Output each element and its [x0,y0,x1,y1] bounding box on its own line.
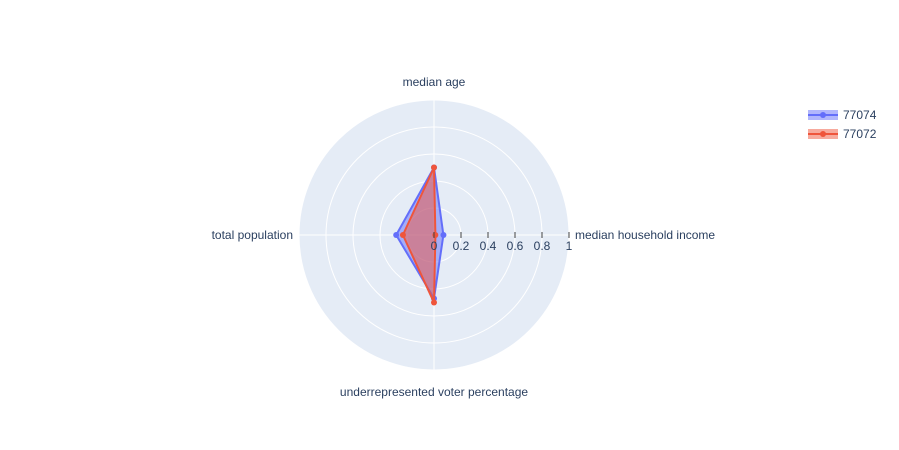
data-point[interactable] [440,232,447,238]
legend-label: 77072 [843,127,877,141]
legend-item-77074[interactable]: 77074 [808,108,877,122]
angular-axis-labels: median age median household income underre… [212,75,716,399]
radial-tick-labels: 0 0.2 0.4 0.6 0.8 1 [431,232,573,253]
radial-tick-label: 0.6 [507,239,524,253]
radial-tick-label: 1 [566,239,573,253]
legend-marker [820,131,826,137]
data-point[interactable] [399,232,406,238]
axis-label: underrepresented voter percentage [340,385,528,399]
legend[interactable]: 77074 77072 [808,108,877,141]
series-77072 [399,164,439,306]
legend-item-77072[interactable]: 77072 [808,127,877,141]
legend-label: 77074 [843,108,877,122]
axis-label: median household income [575,228,715,242]
radial-tick-label: 0.8 [534,239,551,253]
axis-label: total population [212,228,293,242]
legend-marker [820,112,826,118]
radial-tick-label: 0.4 [480,239,497,253]
data-point[interactable] [393,232,400,238]
data-point[interactable] [431,164,437,171]
axis-label: median age [403,75,466,89]
data-point[interactable] [431,299,437,306]
series-layer [393,164,447,306]
data-point[interactable] [432,232,439,238]
radial-tick-label: 0.2 [453,239,470,253]
radial-tick-label: 0 [431,239,438,253]
